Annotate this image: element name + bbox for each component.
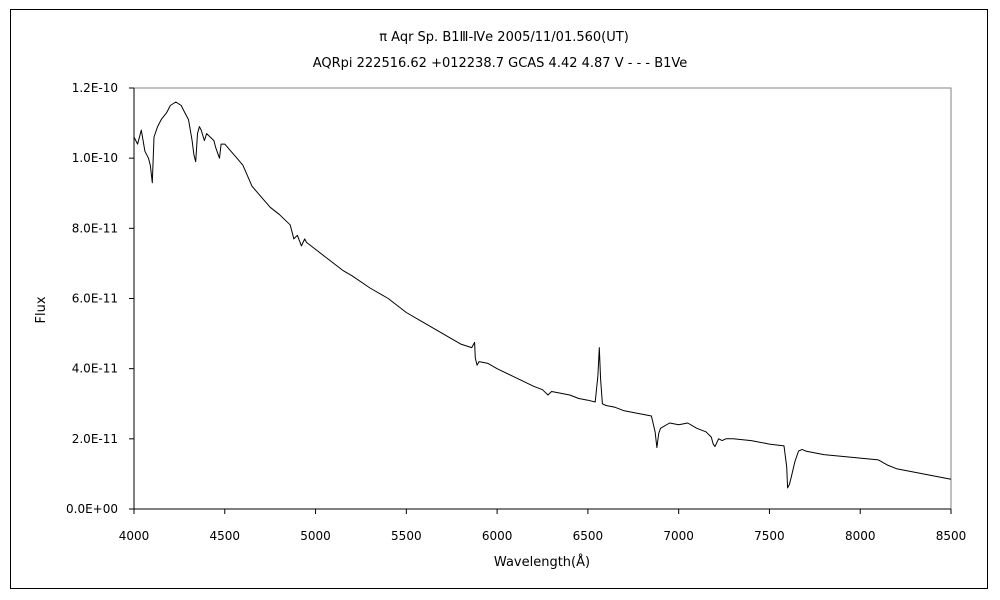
y-axis: 0.0E+00 2.0E-11 4.0E-11 6.0E-11 8.0E-11 1.0E-… bbox=[66, 81, 135, 516]
x-tick-label: 7500 bbox=[754, 529, 785, 543]
x-tick-label: 6500 bbox=[573, 529, 604, 543]
y-tick-label: 6.0E-11 bbox=[72, 292, 118, 306]
x-tick-label: 8000 bbox=[845, 529, 876, 543]
x-tick-label: 8500 bbox=[936, 529, 967, 543]
x-tick-label: 4000 bbox=[119, 529, 150, 543]
x-axis: 4000 4500 5000 5500 6000 6500 7000 7500 8000 8500 bbox=[119, 508, 967, 543]
series-layer bbox=[133, 101, 952, 489]
y-tick-label: 0.0E+00 bbox=[66, 502, 118, 516]
y-tick-label: 2.0E-11 bbox=[72, 432, 118, 446]
chart-title: π Aqr Sp. B1Ⅲ-Ⅳe 2005/11/01.560(UT) bbox=[379, 30, 629, 45]
y-tick-label: 1.0E-10 bbox=[72, 151, 118, 165]
chart-subtitle: AQRpi 222516.62 +012238.7 GCAS 4.42 4.87… bbox=[313, 56, 688, 71]
y-axis-title: Flux bbox=[34, 296, 49, 323]
y-tick-label: 8.0E-11 bbox=[72, 221, 118, 235]
x-tick-label: 4500 bbox=[210, 529, 241, 543]
y-tick-label: 1.2E-10 bbox=[72, 81, 118, 95]
spectrum-line bbox=[133, 101, 952, 489]
x-axis-title: Wavelength(Å) bbox=[494, 554, 590, 570]
x-tick-label: 7000 bbox=[663, 529, 694, 543]
plot-area bbox=[133, 87, 952, 510]
x-tick-label: 5500 bbox=[391, 529, 422, 543]
x-tick-label: 6000 bbox=[482, 529, 513, 543]
x-tick-label: 5000 bbox=[300, 529, 331, 543]
y-tick-label: 4.0E-11 bbox=[72, 362, 118, 376]
